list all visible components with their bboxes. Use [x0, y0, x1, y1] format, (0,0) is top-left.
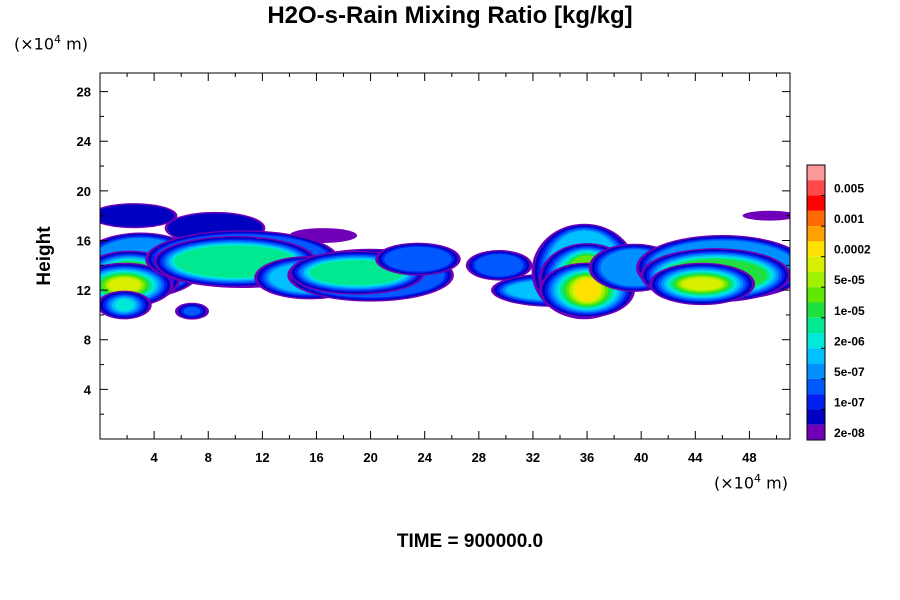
colorbar-swatch: [807, 271, 825, 288]
rain-blob-13: [465, 250, 533, 281]
x-tick-label: 32: [526, 450, 540, 465]
colorbar-swatch: [807, 378, 825, 395]
rain-blob-0: [100, 203, 178, 229]
x-unit-label: (×104 m): [714, 472, 788, 493]
x-tick-label: 8: [205, 450, 212, 465]
colorbar-swatch: [807, 180, 825, 196]
y-tick-label: 24: [77, 134, 92, 149]
colorbar-label: 1e-07: [834, 395, 865, 409]
contour-band: [742, 210, 790, 221]
rain-blob-21: [649, 262, 756, 306]
contour-band: [100, 204, 175, 227]
y-tick-label: 16: [77, 233, 91, 248]
colorbar-frame: [806, 164, 826, 441]
x-tick-label: 12: [255, 450, 269, 465]
rain-blob-23: [100, 290, 152, 320]
y-tick-label: 28: [77, 85, 91, 100]
colorbar-swatch: [807, 409, 825, 425]
plot-frame: [99, 72, 791, 440]
colorbar-swatch: [807, 241, 825, 257]
rain-blob-12: [375, 242, 461, 276]
contour-band: [681, 277, 723, 291]
y-tick-label: 8: [84, 333, 91, 348]
x-tick-label: 36: [580, 450, 594, 465]
x-tick-label: 28: [472, 450, 486, 465]
colorbar-swatch: [807, 394, 825, 410]
x-tick-label: 48: [742, 450, 756, 465]
x-tick-label: 20: [363, 450, 377, 465]
colorbar-swatch: [807, 363, 825, 379]
colorbar-swatch: [807, 226, 825, 242]
x-tick-label: 44: [688, 450, 703, 465]
colorbar-swatch: [807, 256, 825, 272]
colorbar-label: 2e-08: [834, 426, 865, 440]
colorbar-swatch: [807, 287, 825, 303]
colorbar-label: 0.001: [834, 212, 864, 226]
contour-band: [114, 298, 134, 312]
colorbar-label: 0.0002: [834, 243, 871, 257]
colorbar-swatch: [807, 424, 825, 440]
time-label: TIME = 900000.0: [396, 531, 544, 552]
x-tick-label: 40: [634, 450, 648, 465]
y-unit-label: (×104 m): [14, 33, 88, 54]
y-tick-label: 12: [77, 283, 91, 298]
x-tick-label: 24: [417, 450, 432, 465]
contour-band: [183, 306, 201, 316]
colorbar-swatch: [807, 317, 825, 334]
y-axis-label: Height: [34, 226, 55, 286]
y-tick-label: 20: [77, 184, 91, 199]
rain-blob-3: [742, 210, 790, 221]
x-tick-label: 16: [309, 450, 323, 465]
contour-band: [108, 277, 141, 293]
colorbar-swatch: [807, 165, 825, 181]
mixing-ratio-field: [100, 203, 790, 320]
rain-blob-22: [174, 302, 210, 320]
colorbar-label: 5e-05: [834, 273, 865, 287]
y-tick-label: 4: [84, 382, 92, 397]
contour-band: [574, 278, 600, 302]
colorbar-label: 5e-07: [834, 365, 865, 379]
colorbar-swatch: [807, 210, 825, 227]
colorbar-swatch: [807, 302, 825, 318]
contour-band: [384, 246, 452, 272]
x-tick-label: 4: [151, 450, 159, 465]
colorbar-label: 1e-05: [834, 304, 865, 318]
colorbar-swatch: [807, 333, 825, 349]
colorbar: 0.005 0.001 0.0002 5e-05 1e-05 2e-06 5e-07 1e-0…: [806, 164, 871, 441]
colorbar-swatch: [807, 348, 825, 364]
colorbar-swatch: [807, 195, 825, 211]
contour-band: [474, 254, 524, 277]
chart-title: H2O-s-Rain Mixing Ratio [kg/kg]: [267, 2, 633, 29]
colorbar-label: 2e-06: [834, 334, 865, 348]
colorbar-label: 0.005: [834, 182, 864, 196]
